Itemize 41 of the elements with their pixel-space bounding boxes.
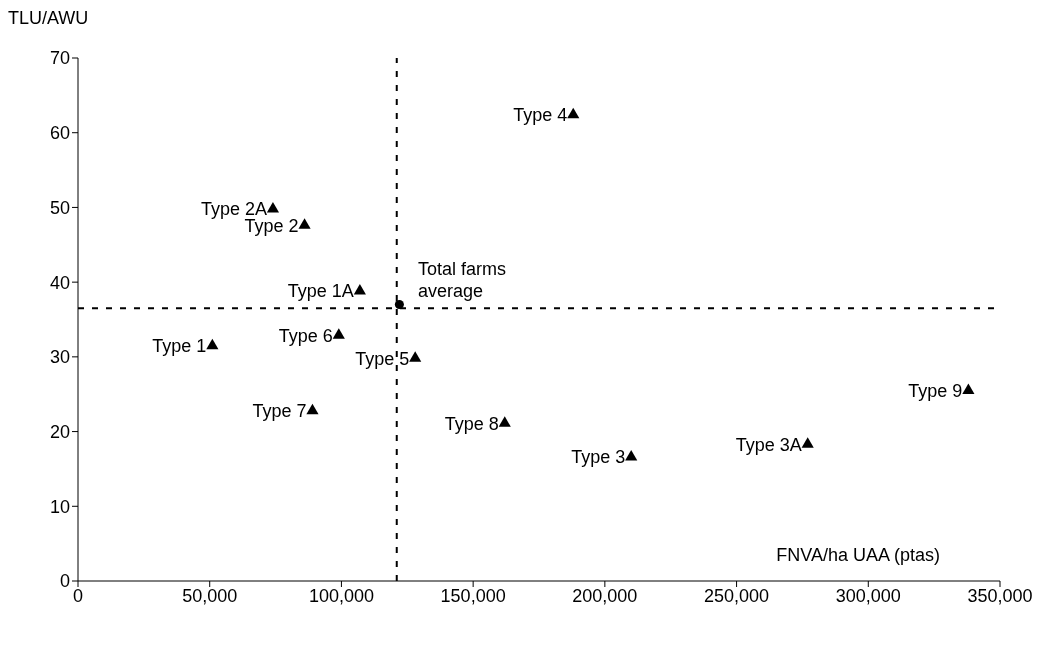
y-tick-label: 10 — [49, 496, 70, 517]
annotation: Type 8 — [444, 413, 499, 434]
annotation: Type 4 — [513, 105, 568, 126]
point — [306, 403, 319, 415]
y-tick-label: 50 — [49, 197, 70, 218]
annotation: Type 9 — [908, 380, 963, 401]
point — [498, 416, 511, 427]
point — [353, 284, 366, 295]
y-tick-label: 20 — [49, 421, 70, 442]
annotation: Type 7 — [252, 401, 307, 422]
x-tick-label: 300,000 — [835, 585, 901, 606]
y-tick-label: 0 — [59, 571, 70, 592]
x-tick-label: 350,000 — [967, 585, 1033, 606]
annotation: Type 5 — [355, 348, 410, 369]
x-tick-label: 200,000 — [572, 585, 638, 606]
x-tick-label: 150,000 — [440, 585, 506, 606]
x-tick-label: 100,000 — [308, 585, 374, 606]
point — [266, 201, 280, 213]
y-tick-label: 40 — [49, 272, 70, 293]
point — [332, 328, 345, 339]
x-tick-label: 50,000 — [182, 585, 238, 606]
point — [801, 437, 814, 448]
annotation: Type 1 — [152, 336, 207, 357]
y-tick-label: 60 — [49, 123, 70, 144]
point — [409, 351, 422, 362]
annotation: Type 3 — [571, 447, 626, 468]
point — [298, 218, 311, 229]
annotation: Type 3A — [735, 434, 802, 455]
point — [625, 449, 638, 461]
y-tick-label: 30 — [49, 347, 70, 368]
annotation: Type 6 — [278, 325, 333, 346]
y-axis-title: TLU/AWU — [8, 8, 89, 29]
x-tick-label: 250,000 — [704, 585, 770, 606]
point — [567, 107, 580, 119]
x-axis-title: FNVA/ha UAA (ptas) — [776, 545, 940, 565]
x-tick-label: 0 — [72, 585, 84, 606]
series-label: Total farms average — [417, 258, 506, 301]
y-tick-label: 70 — [49, 48, 70, 69]
point — [206, 338, 219, 350]
point — [962, 383, 975, 394]
annotation: Type 1A — [287, 281, 354, 302]
